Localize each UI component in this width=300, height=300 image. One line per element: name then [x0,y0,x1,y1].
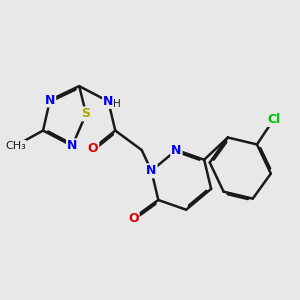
Text: O: O [128,212,139,225]
Text: N: N [146,164,157,177]
Text: N: N [67,139,77,152]
Text: N: N [45,94,55,106]
Text: CH₃: CH₃ [5,141,26,151]
Text: Cl: Cl [267,113,280,126]
Text: S: S [82,107,91,120]
Text: N: N [171,143,182,157]
Text: N: N [103,95,113,108]
Text: H: H [113,99,121,109]
Text: O: O [88,142,98,155]
